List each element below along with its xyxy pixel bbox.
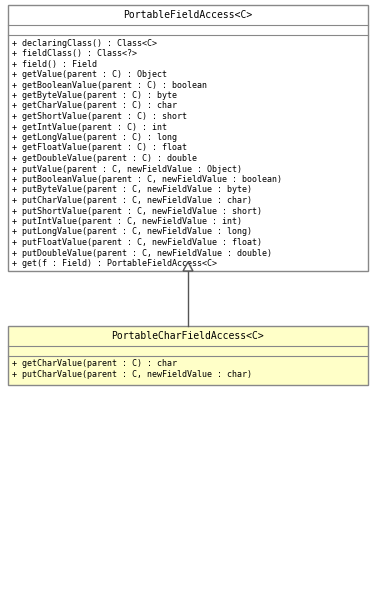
Text: + putFloatValue(parent : C, newFieldValue : float): + putFloatValue(parent : C, newFieldValu… [12, 238, 262, 247]
Text: + getDoubleValue(parent : C) : double: + getDoubleValue(parent : C) : double [12, 154, 197, 163]
Text: + putShortValue(parent : C, newFieldValue : short): + putShortValue(parent : C, newFieldValu… [12, 207, 262, 216]
Text: + getValue(parent : C) : Object: + getValue(parent : C) : Object [12, 70, 167, 79]
Polygon shape [183, 262, 193, 271]
Text: + putCharValue(parent : C, newFieldValue : char): + putCharValue(parent : C, newFieldValue… [12, 370, 252, 379]
Text: + putCharValue(parent : C, newFieldValue : char): + putCharValue(parent : C, newFieldValue… [12, 196, 252, 205]
Text: + putValue(parent : C, newFieldValue : Object): + putValue(parent : C, newFieldValue : O… [12, 164, 242, 173]
Text: + getLongValue(parent : C) : long: + getLongValue(parent : C) : long [12, 133, 177, 142]
Text: + getCharValue(parent : C) : char: + getCharValue(parent : C) : char [12, 359, 177, 368]
Text: + putBooleanValue(parent : C, newFieldValue : boolean): + putBooleanValue(parent : C, newFieldVa… [12, 175, 282, 184]
Text: + getBooleanValue(parent : C) : boolean: + getBooleanValue(parent : C) : boolean [12, 80, 207, 89]
Text: + getCharValue(parent : C) : char: + getCharValue(parent : C) : char [12, 102, 177, 110]
Text: PortableFieldAccess<C>: PortableFieldAccess<C> [123, 10, 253, 20]
Text: + getFloatValue(parent : C) : float: + getFloatValue(parent : C) : float [12, 143, 187, 153]
Text: + getShortValue(parent : C) : short: + getShortValue(parent : C) : short [12, 112, 187, 121]
Bar [8, 326, 368, 385]
Text: + field() : Field: + field() : Field [12, 59, 97, 69]
Text: + putByteValue(parent : C, newFieldValue : byte): + putByteValue(parent : C, newFieldValue… [12, 186, 252, 194]
Text: + putIntValue(parent : C, newFieldValue : int): + putIntValue(parent : C, newFieldValue … [12, 217, 242, 226]
Text: + fieldClass() : Class<?>: + fieldClass() : Class<?> [12, 49, 137, 58]
Text: + getIntValue(parent : C) : int: + getIntValue(parent : C) : int [12, 123, 167, 132]
Text: + putDoubleValue(parent : C, newFieldValue : double): + putDoubleValue(parent : C, newFieldVal… [12, 248, 272, 257]
Text: + declaringClass() : Class<C>: + declaringClass() : Class<C> [12, 39, 157, 47]
Text: + getByteValue(parent : C) : byte: + getByteValue(parent : C) : byte [12, 91, 177, 100]
Text: + get(f : Field) : PortableFieldAccess<C>: + get(f : Field) : PortableFieldAccess<C… [12, 259, 217, 268]
Text: PortableCharFieldAccess<C>: PortableCharFieldAccess<C> [112, 331, 264, 341]
Bar [8, 5, 368, 271]
Text: + putLongValue(parent : C, newFieldValue : long): + putLongValue(parent : C, newFieldValue… [12, 227, 252, 237]
